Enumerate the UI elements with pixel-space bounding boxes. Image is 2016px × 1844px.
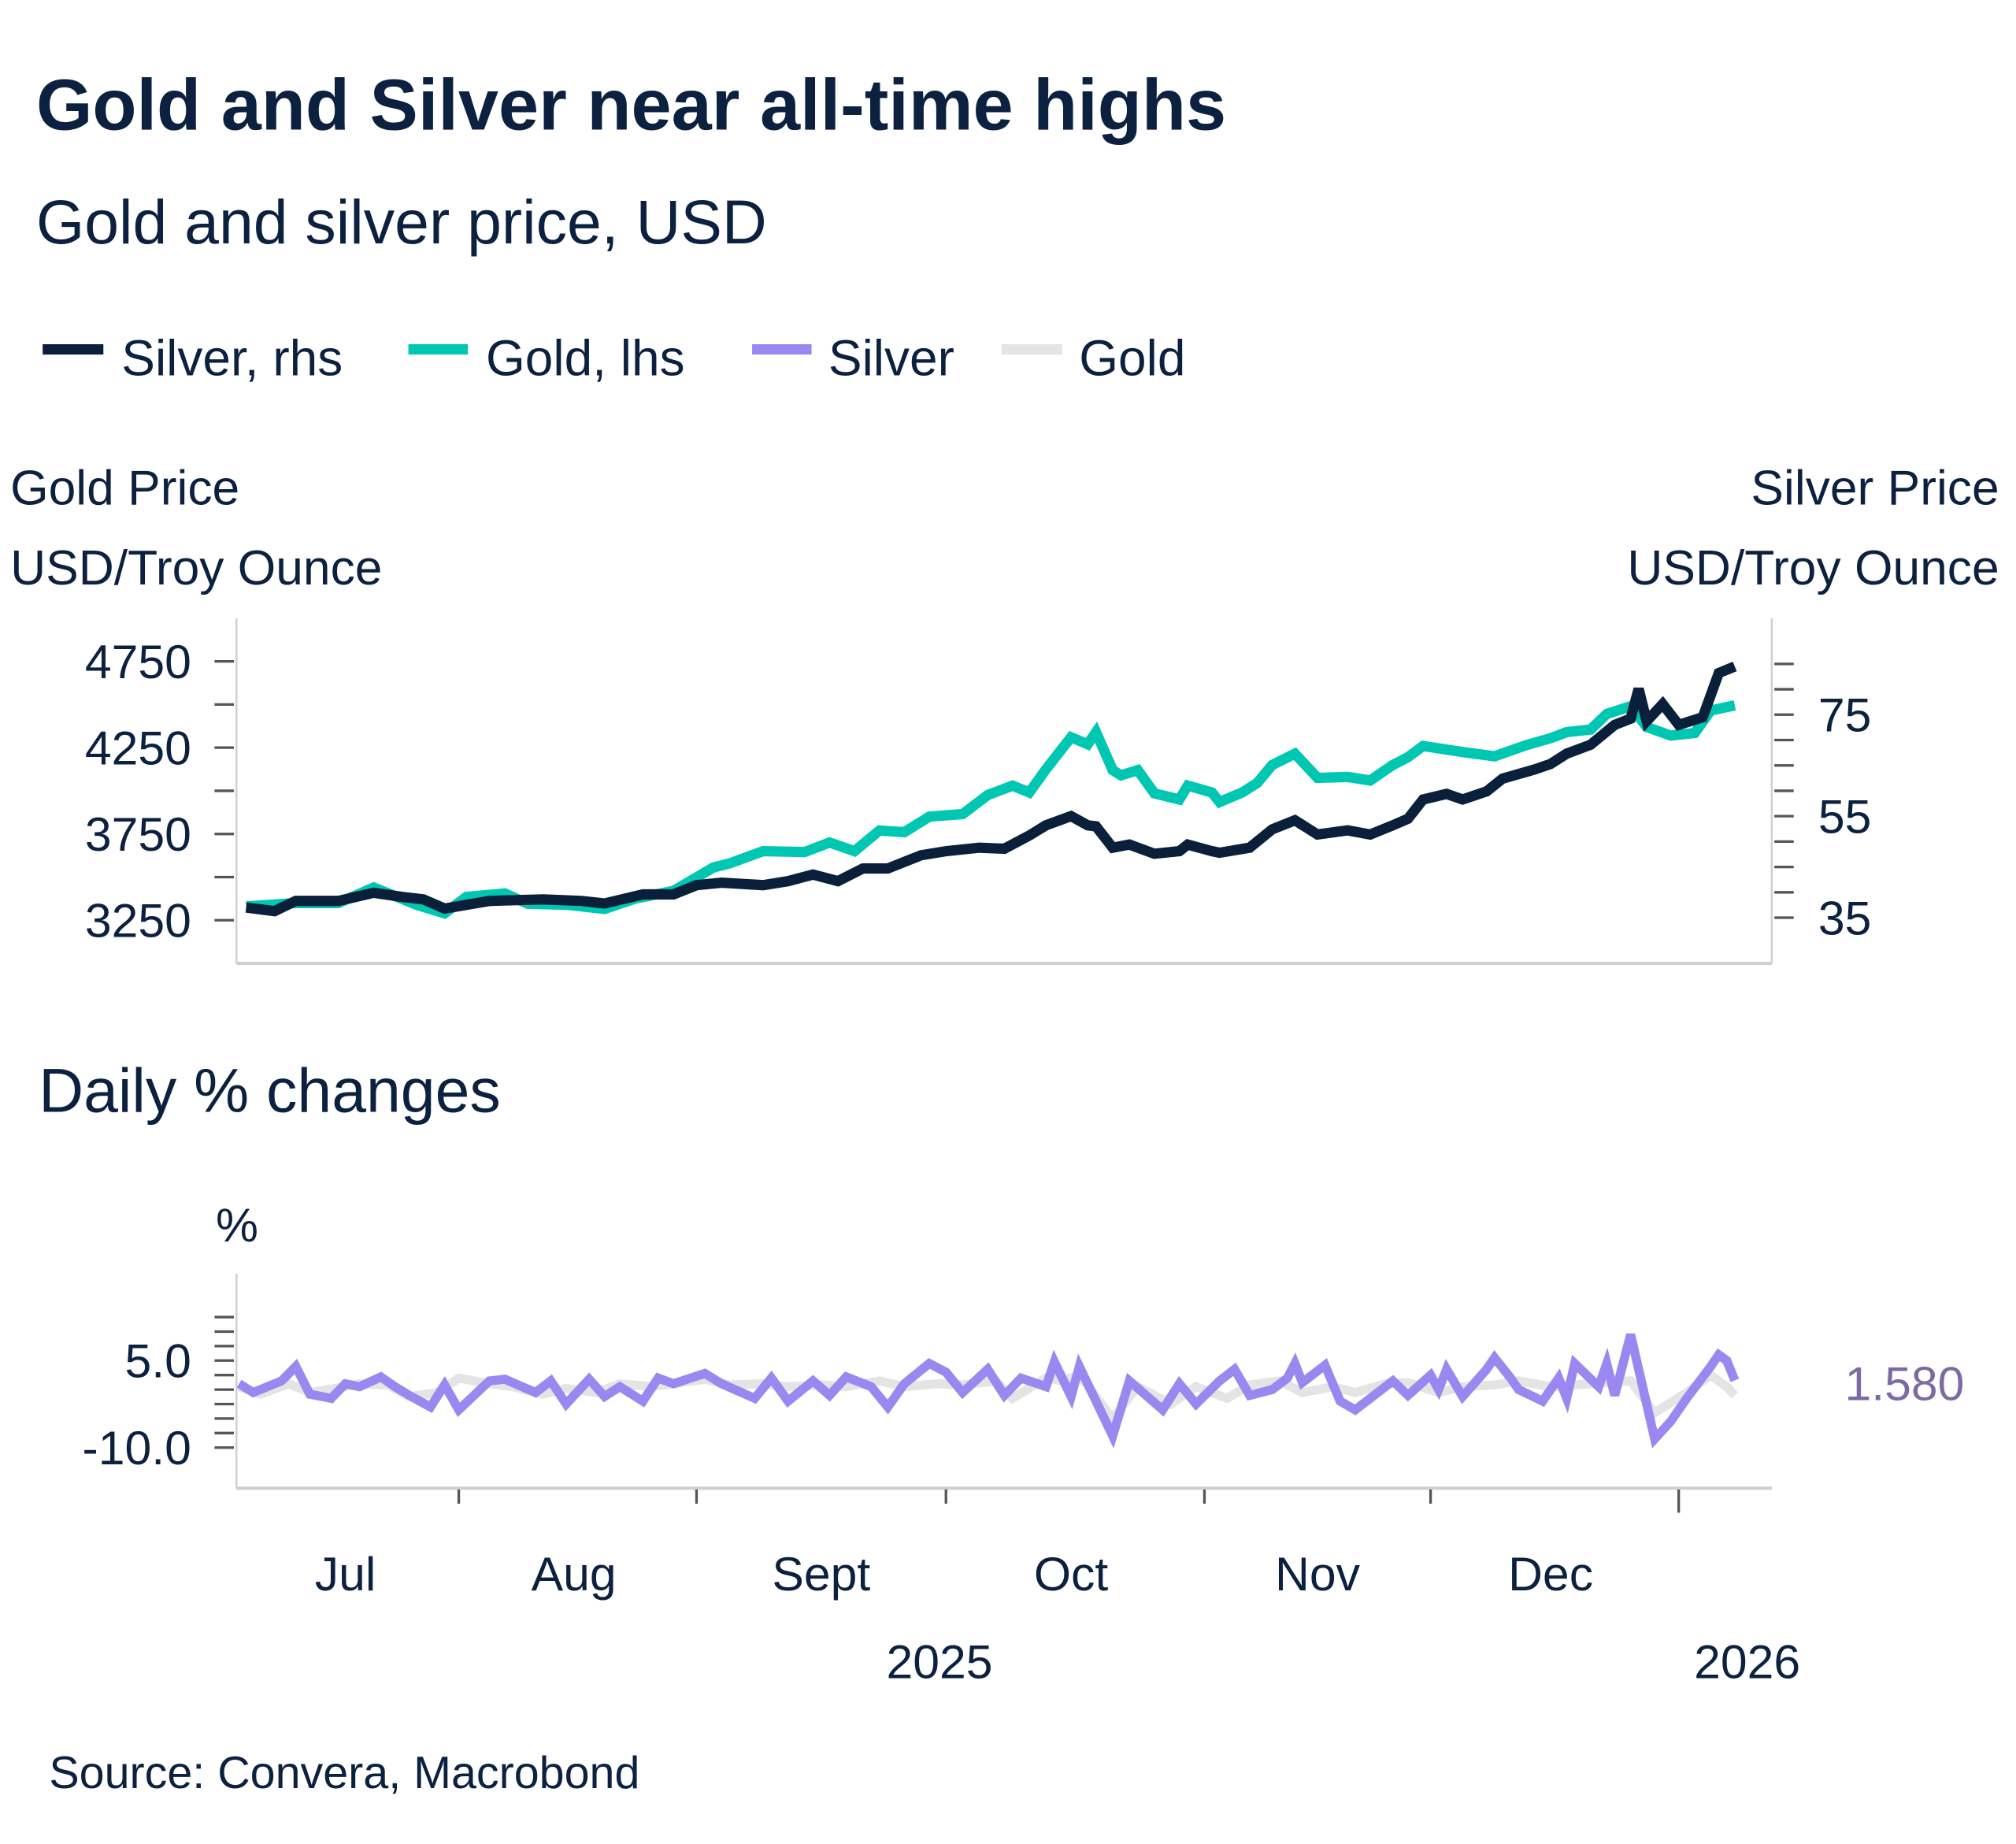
pct-axis-tick-label: 5.0 — [124, 1334, 191, 1388]
left-axis-tick-label: 4750 — [85, 635, 191, 688]
source-note: Source: Convera, Macrobond — [49, 1748, 639, 1798]
right-axis-tick-label: 75 — [1818, 688, 1872, 742]
x-axis-month-label: Nov — [1275, 1547, 1361, 1601]
series-line-silver-rhs — [245, 661, 1737, 917]
x-axis-month-label: Oct — [1034, 1547, 1109, 1601]
x-axis-month-label: Jul — [315, 1547, 376, 1601]
right-axis-tick-label: 35 — [1818, 891, 1872, 944]
x-axis-month-label: Sept — [772, 1547, 870, 1601]
chart-subtitle: Gold and silver price, USD — [36, 187, 767, 257]
left-axis-tick-label: 4250 — [85, 722, 191, 775]
right-axis-title-line2: USD/Troy Ounce — [1627, 541, 1999, 595]
left-axis-tick-label: 3250 — [85, 894, 191, 948]
legend-label-gold: Gold — [1079, 329, 1185, 386]
x-axis-year-label: 2025 — [887, 1635, 993, 1689]
pct-plot-frame — [235, 1273, 1772, 1490]
left-axis-tick-label: 3750 — [85, 807, 191, 861]
pct-series-line-silver — [236, 1333, 1740, 1449]
pct-chart-title: Daily % changes — [39, 1056, 501, 1126]
right-axis-title-line1: Silver Price — [1751, 461, 1999, 515]
x-axis-month-label: Dec — [1508, 1547, 1593, 1601]
pct-axis-title: % — [216, 1198, 258, 1252]
legend-label-silver-rhs: Silver, rhs — [121, 329, 343, 386]
last-value-label: 1.580 — [1844, 1357, 1964, 1411]
series-line-gold-lhs — [246, 699, 1736, 919]
left-axis-title-line2: USD/Troy Ounce — [10, 541, 382, 595]
chart-title: Gold and Silver near all-time highs — [36, 65, 1226, 146]
x-axis-month-label: Aug — [532, 1547, 617, 1601]
x-axis-year-label: 2026 — [1694, 1635, 1800, 1689]
right-axis-tick-label: 55 — [1818, 789, 1872, 843]
legend-label-gold-lhs: Gold, lhs — [486, 329, 685, 386]
price-plot-frame — [235, 618, 1773, 966]
pct-axis-tick-label: -10.0 — [82, 1421, 191, 1475]
legend-label-silver: Silver — [828, 329, 954, 386]
left-axis-title-line1: Gold Price — [10, 461, 239, 515]
legend: Silver, rhs Gold, lhs Silver Gold — [43, 329, 1185, 386]
